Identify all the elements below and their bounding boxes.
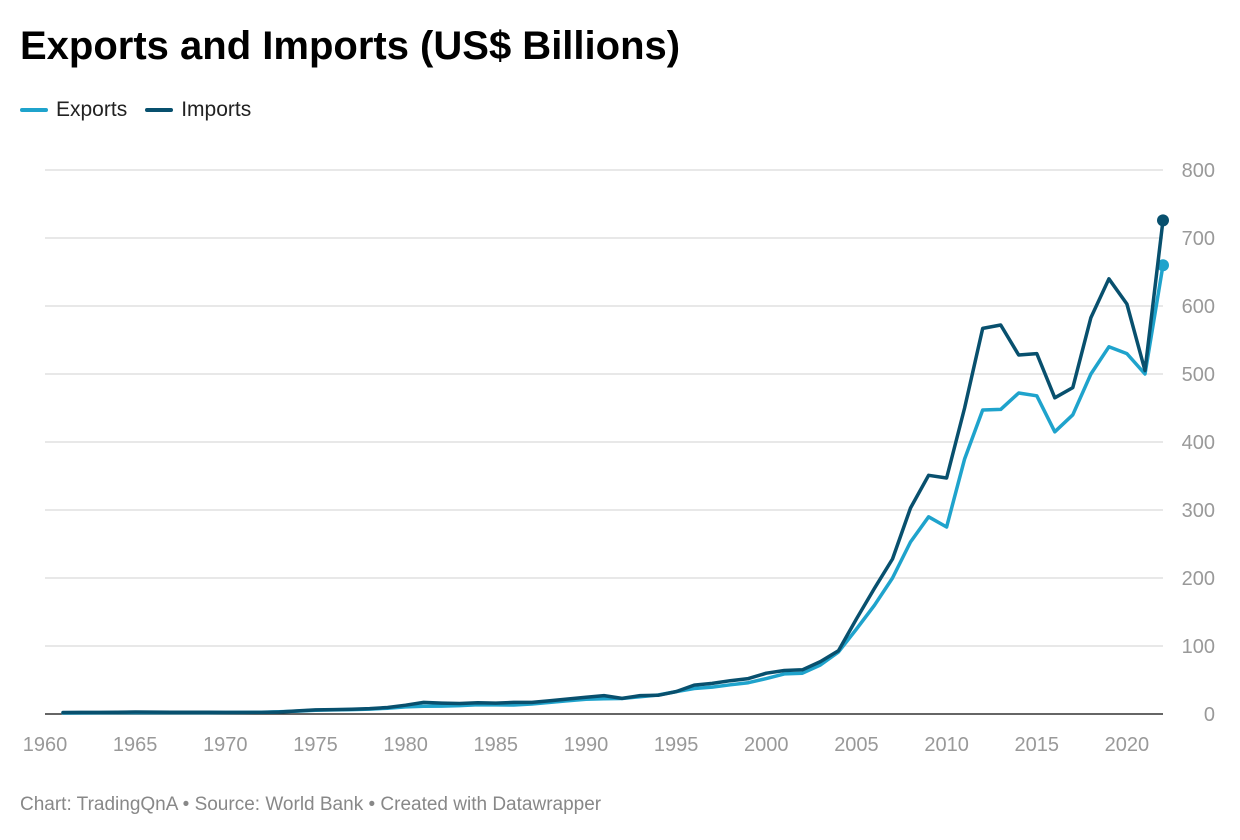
series-endpoint-exports xyxy=(1157,259,1169,272)
x-tick-label: 1970 xyxy=(203,734,248,756)
x-tick-label: 1985 xyxy=(474,734,519,756)
gridlines xyxy=(45,169,1163,715)
x-tick-label: 2000 xyxy=(744,734,789,756)
legend-item-exports: Exports xyxy=(20,98,127,122)
y-tick-label: 0 xyxy=(1204,704,1215,726)
legend-label-imports: Imports xyxy=(181,98,252,121)
x-tick-label: 1980 xyxy=(383,734,428,756)
series-line-imports xyxy=(61,218,1165,715)
x-tick-label: 2005 xyxy=(834,734,879,756)
y-tick-label: 300 xyxy=(1182,500,1215,522)
x-tick-label: 1960 xyxy=(23,734,68,756)
x-tick-label: 1975 xyxy=(293,734,338,756)
y-axis-ticks: 0 100 200 300 400 500 600 700 800 xyxy=(1182,160,1215,726)
y-tick-label: 200 xyxy=(1182,568,1215,590)
series-endpoint-imports xyxy=(1157,214,1169,227)
y-tick-label: 800 xyxy=(1182,160,1215,182)
chart-title: Exports and Imports (US$ Billions) xyxy=(20,24,681,68)
series-lines xyxy=(61,214,1169,715)
x-tick-label: 1995 xyxy=(654,734,699,756)
legend: Exports Imports xyxy=(20,98,251,122)
x-tick-label: 2020 xyxy=(1105,734,1150,756)
x-tick-label: 1965 xyxy=(113,734,158,756)
legend-item-imports: Imports xyxy=(145,98,251,122)
x-axis-ticks: 1960 1965 1970 1975 1980 1985 1990 1995 2000 2005… xyxy=(23,734,1149,756)
y-tick-label: 400 xyxy=(1182,432,1215,454)
y-tick-label: 500 xyxy=(1182,364,1215,386)
legend-label-exports: Exports xyxy=(56,98,128,121)
x-tick-label: 2015 xyxy=(1015,734,1060,756)
line-chart: 1960 1965 1970 1975 1980 1985 1990 1995 2000 2005… xyxy=(23,160,1215,756)
x-tick-label: 1990 xyxy=(564,734,609,756)
chart-footer: Chart: TradingQnA • Source: World Bank •… xyxy=(20,794,602,815)
legend-swatch-imports xyxy=(145,108,174,112)
legend-swatch-exports xyxy=(20,108,48,112)
y-tick-label: 100 xyxy=(1182,636,1215,658)
y-tick-label: 600 xyxy=(1182,296,1215,318)
y-tick-label: 700 xyxy=(1182,228,1215,250)
x-tick-label: 2010 xyxy=(924,734,969,756)
